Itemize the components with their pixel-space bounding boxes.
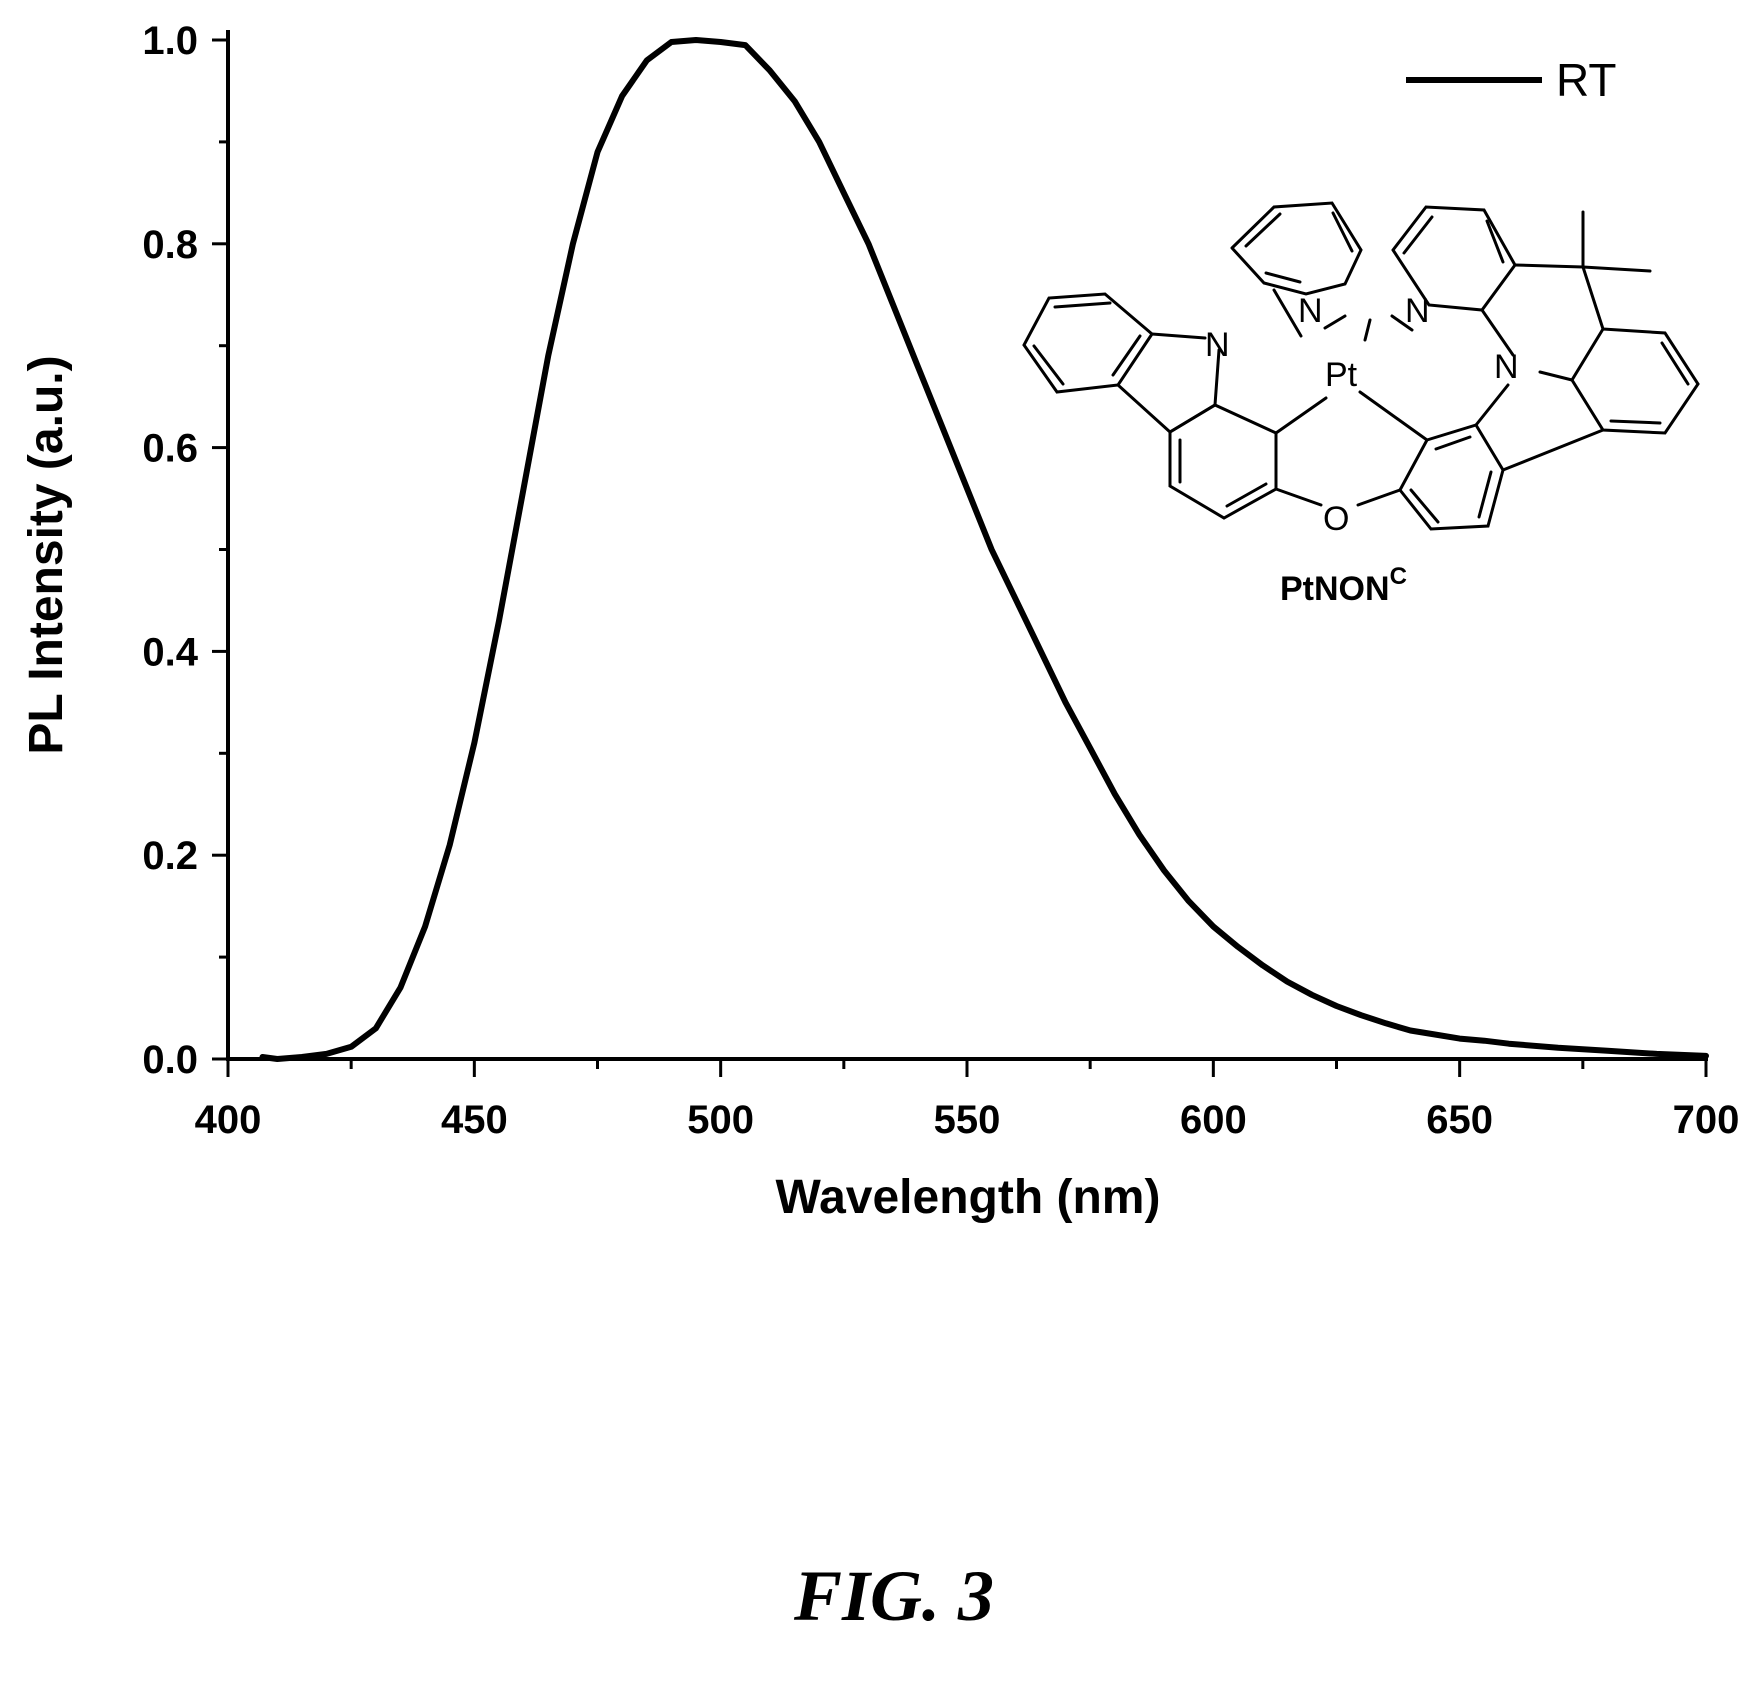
legend-label: RT: [1556, 54, 1617, 106]
y-tick-label: 0.6: [142, 427, 198, 471]
x-tick-label: 450: [441, 1098, 508, 1142]
atom-label-n-carbazole-left: N: [1205, 326, 1230, 364]
x-tick-label: 550: [934, 1098, 1001, 1142]
x-ticks: 400 450 500 550 600 650 700: [195, 1059, 1740, 1142]
molecule-structure: [1022, 201, 1700, 531]
molecule-name-superscript: C: [1390, 563, 1407, 590]
molecule-labels: N N N N Pt O PtNONC: [1205, 292, 1519, 608]
phenylene-ring-left: [1168, 403, 1278, 520]
core-bonds-right: [1474, 308, 1605, 472]
molecule-name: PtNONC: [1280, 563, 1407, 608]
atom-label-o: O: [1323, 500, 1349, 538]
y-tick-label: 0.4: [142, 630, 198, 674]
series-group: [259, 37, 1709, 1062]
x-tick-label: 700: [1673, 1098, 1740, 1142]
coordination-bonds: [1272, 288, 1429, 442]
carbazole-core-left: [1116, 332, 1221, 434]
benzo-ring-left: [1022, 292, 1154, 394]
pyridine-ring-left: [1230, 201, 1363, 296]
x-tick-label: 500: [687, 1098, 754, 1142]
series-line-rt: [259, 37, 1709, 1062]
y-ticks: 0.0 0.2 0.4 0.6 0.8 1.0: [142, 19, 228, 1082]
benzo-ring-right: [1570, 327, 1700, 435]
atom-label-n-pyridine-left: N: [1298, 292, 1323, 330]
phenylene-ring-right: [1398, 423, 1505, 531]
legend: RT: [1406, 54, 1617, 106]
x-tick-label: 400: [195, 1098, 262, 1142]
axes: [226, 30, 1708, 1061]
tert-butyl-bridge: [1513, 210, 1652, 331]
atom-label-n-carbazole-right: N: [1494, 348, 1519, 386]
x-tick-label: 650: [1426, 1098, 1493, 1142]
figure-caption: FIG. 3: [793, 1556, 994, 1636]
y-tick-label: 0.0: [142, 1038, 198, 1082]
y-tick-label: 0.8: [142, 223, 198, 267]
molecule-name-main: PtNON: [1280, 570, 1390, 608]
atom-label-n-pyridine-right: N: [1405, 292, 1430, 330]
x-axis-title: Wavelength (nm): [776, 1171, 1161, 1224]
y-tick-label: 1.0: [142, 19, 198, 63]
y-axis-title: PL Intensity (a.u.): [20, 355, 73, 754]
y-tick-label: 0.2: [142, 834, 198, 878]
atom-label-pt: Pt: [1325, 356, 1358, 394]
ether-bonds: [1274, 487, 1402, 507]
x-tick-label: 600: [1180, 1098, 1247, 1142]
